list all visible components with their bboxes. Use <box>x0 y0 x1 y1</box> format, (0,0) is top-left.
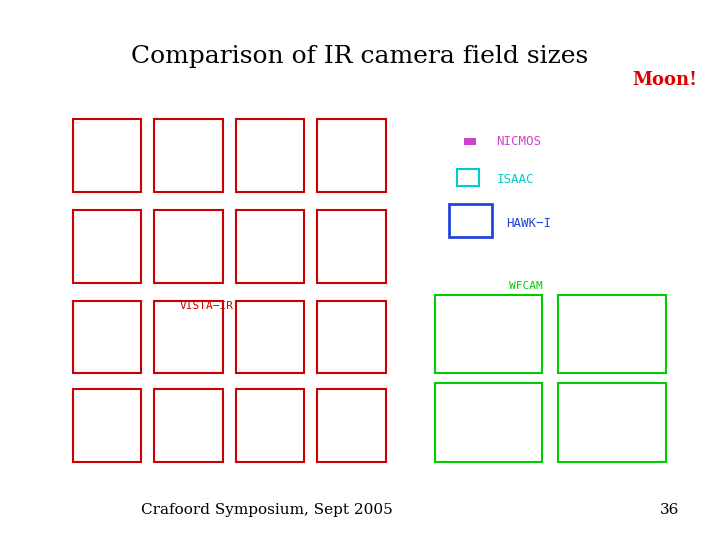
Bar <box>235 119 304 192</box>
Bar <box>73 210 141 283</box>
Bar <box>154 389 222 462</box>
Bar <box>457 169 480 186</box>
Text: ISAAC: ISAAC <box>496 173 534 186</box>
Bar <box>154 300 222 374</box>
Bar <box>235 210 304 283</box>
Text: Crafoord Symposium, Sept 2005: Crafoord Symposium, Sept 2005 <box>140 503 392 517</box>
Text: Moon!: Moon! <box>632 71 697 89</box>
Bar <box>235 300 304 374</box>
Bar <box>449 204 492 238</box>
Bar <box>154 210 222 283</box>
Bar <box>558 383 666 462</box>
Text: NICMOS: NICMOS <box>496 135 541 148</box>
Text: Comparison of IR camera field sizes: Comparison of IR camera field sizes <box>131 45 589 68</box>
Text: WFCAM: WFCAM <box>509 281 543 291</box>
Bar <box>318 300 386 374</box>
Text: VISTA−IR: VISTA−IR <box>179 301 233 312</box>
Bar <box>434 295 542 374</box>
Bar <box>73 389 141 462</box>
Text: HAWK−I: HAWK−I <box>506 217 552 230</box>
Bar <box>434 383 542 462</box>
Bar <box>318 389 386 462</box>
Bar <box>318 119 386 192</box>
Bar <box>558 295 666 374</box>
Bar <box>318 210 386 283</box>
Bar <box>464 138 475 145</box>
Text: 36: 36 <box>660 503 679 517</box>
Bar <box>235 389 304 462</box>
Bar <box>73 119 141 192</box>
Bar <box>154 119 222 192</box>
Bar <box>73 300 141 374</box>
